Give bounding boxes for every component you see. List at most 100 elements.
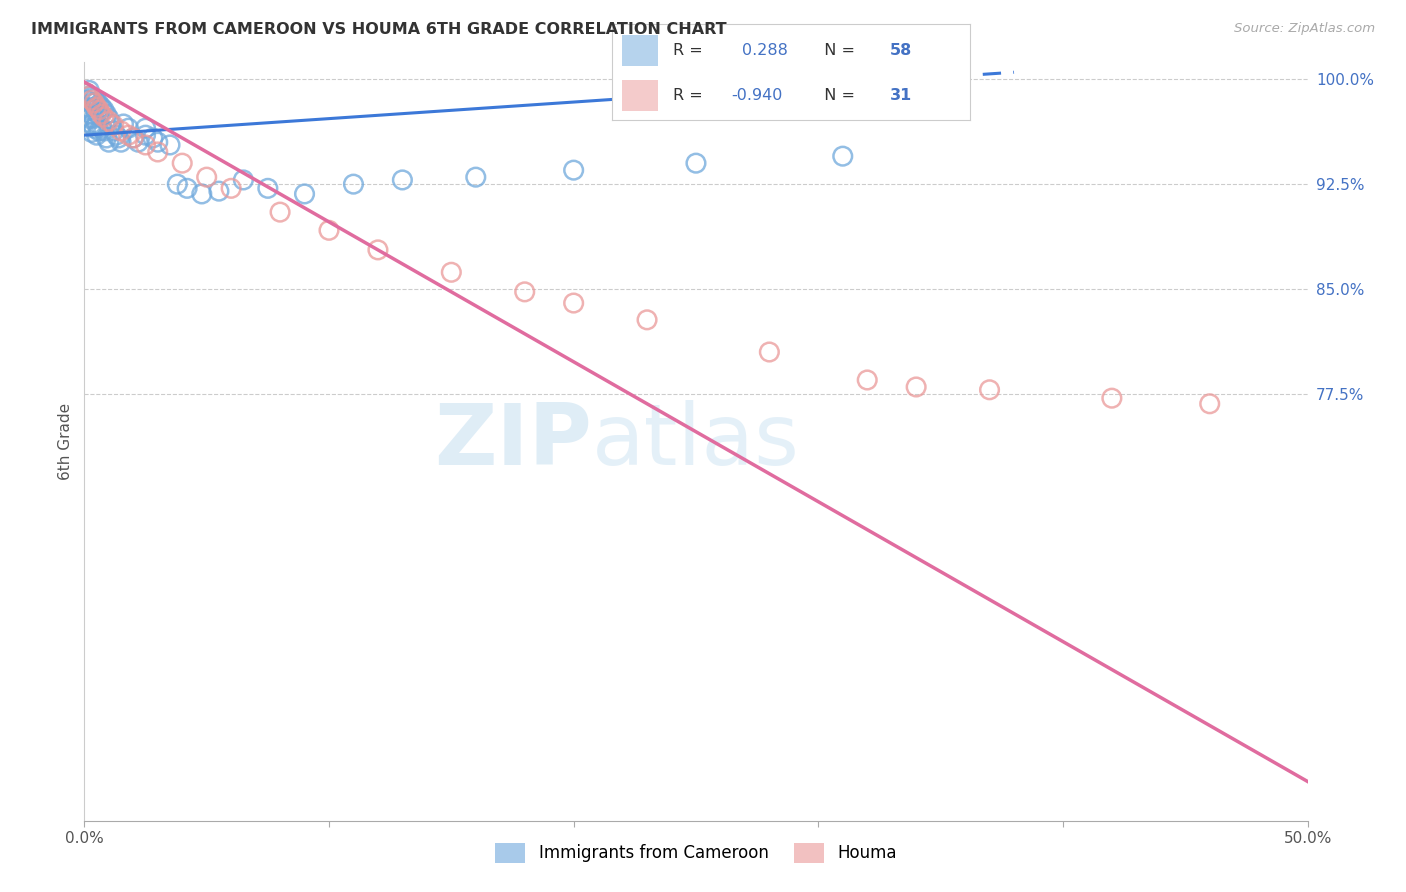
Point [93,103,115,117]
Point [86,95,108,109]
Point [831,149,853,163]
Point [96,107,118,121]
Point [76,87,98,101]
Point [80,107,103,121]
Point [122,131,145,145]
Text: 0.288: 0.288 [742,43,789,58]
Legend: Immigrants from Cameroon, Houma: Immigrants from Cameroon, Houma [489,837,903,869]
Point [142,131,165,145]
Point [77,89,100,103]
Text: N =: N = [814,43,860,58]
Point [856,373,879,387]
Point [97,135,120,149]
Point [80,95,103,110]
Point [257,181,280,195]
Point [117,121,139,136]
Point [76,93,98,107]
Point [146,145,169,159]
Point [562,296,585,310]
Point [112,117,135,131]
Text: atlas: atlas [592,400,800,483]
Point [86,117,108,131]
Point [122,131,145,145]
Y-axis label: 6th Grade: 6th Grade [58,403,73,480]
Point [318,223,340,237]
Point [100,117,122,131]
FancyBboxPatch shape [623,80,658,111]
Point [135,121,157,136]
Point [464,170,486,185]
Point [83,112,105,126]
Point [83,92,105,106]
Point [80,125,103,139]
Point [97,114,120,128]
Point [905,380,928,394]
Point [103,119,125,133]
Point [176,181,198,195]
Point [195,170,218,185]
Text: ZIP: ZIP [434,400,592,483]
Point [110,124,132,138]
Text: 58: 58 [890,43,911,58]
Point [90,107,112,121]
Point [97,112,120,126]
Point [87,109,110,123]
Point [208,184,231,198]
Point [127,135,149,149]
Point [166,177,188,191]
Point [86,105,108,120]
Point [80,117,103,131]
Point [562,163,585,178]
Point [979,383,1001,397]
Point [172,156,194,170]
Point [87,103,110,117]
Point [96,131,118,145]
Point [294,186,316,201]
FancyBboxPatch shape [623,35,658,65]
Point [76,87,98,101]
Point [83,121,105,136]
Point [135,128,157,143]
Text: Source: ZipAtlas.com: Source: ZipAtlas.com [1234,22,1375,36]
Text: N =: N = [814,88,860,103]
Point [87,124,110,138]
Point [105,128,128,143]
Point [191,186,214,201]
Point [758,345,780,359]
Point [513,285,536,299]
Point [342,177,364,191]
Point [90,100,112,114]
Point [440,265,463,279]
Text: 31: 31 [890,88,911,103]
Point [77,112,100,126]
Point [146,135,169,149]
Point [77,89,100,103]
Point [117,128,139,143]
Point [76,100,98,114]
Point [367,243,389,257]
Point [93,110,115,124]
Point [110,135,132,149]
Point [93,124,115,138]
Text: -0.940: -0.940 [731,88,783,103]
Point [80,90,103,104]
Point [636,313,658,327]
Point [87,97,110,112]
Point [83,95,105,110]
Point [1198,397,1220,411]
Point [219,181,242,195]
Point [83,100,105,114]
Point [80,93,103,107]
Text: IMMIGRANTS FROM CAMEROON VS HOUMA 6TH GRADE CORRELATION CHART: IMMIGRANTS FROM CAMEROON VS HOUMA 6TH GR… [31,22,727,37]
Point [685,156,707,170]
Point [1101,391,1123,405]
Point [86,100,108,114]
Point [86,128,108,143]
Text: R =: R = [672,43,713,58]
Point [391,173,413,187]
Point [77,83,100,97]
Point [232,173,254,187]
Point [159,138,181,153]
Point [269,205,291,219]
Point [90,121,112,136]
